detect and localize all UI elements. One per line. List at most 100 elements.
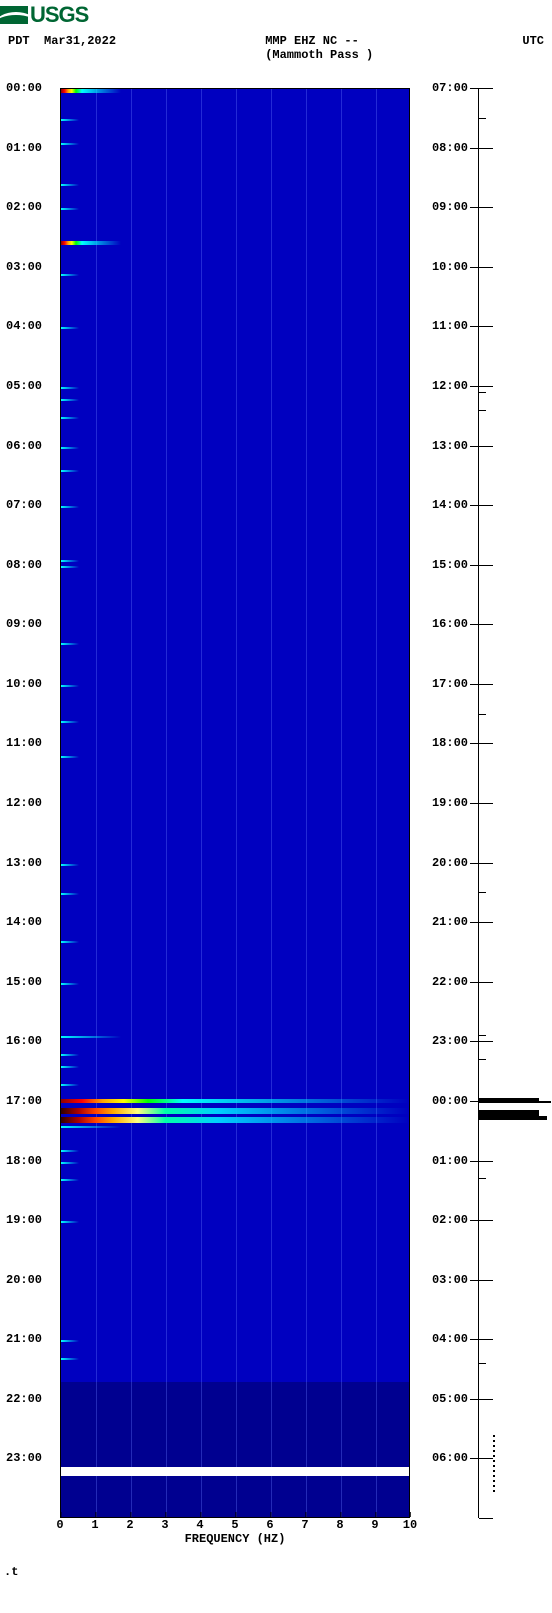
- right-tick-label: 05:00: [432, 1392, 468, 1406]
- right-tick-label: 12:00: [432, 379, 468, 393]
- seismic-event: [61, 1036, 121, 1038]
- right-tick-label: 16:00: [432, 617, 468, 631]
- left-tick-label: 17:00: [6, 1094, 42, 1108]
- seismic-event: [61, 241, 121, 245]
- seismic-event: [61, 399, 79, 401]
- seismic-event: [61, 1054, 79, 1056]
- seismic-event: [61, 941, 79, 943]
- left-tick-label: 00:00: [6, 81, 42, 95]
- right-tick-label: 21:00: [432, 915, 468, 929]
- right-tick-label: 04:00: [432, 1332, 468, 1346]
- trace-burst: [479, 1116, 547, 1120]
- seismic-event: [61, 1108, 409, 1114]
- left-tick-label: 03:00: [6, 260, 42, 274]
- x-tick-label: 10: [403, 1518, 417, 1532]
- seismic-event: [61, 1340, 79, 1342]
- seismic-event: [61, 983, 79, 985]
- x-tick-label: 8: [336, 1518, 343, 1532]
- left-tick-label: 07:00: [6, 498, 42, 512]
- left-tick-label: 22:00: [6, 1392, 42, 1406]
- seismic-event: [61, 864, 79, 866]
- right-tick-label: 03:00: [432, 1273, 468, 1287]
- x-tick-label: 0: [56, 1518, 63, 1532]
- seismic-event: [61, 274, 79, 276]
- right-tick-label: 00:00: [432, 1094, 468, 1108]
- left-tick-label: 14:00: [6, 915, 42, 929]
- x-tick-label: 5: [231, 1518, 238, 1532]
- right-tick-label: 22:00: [432, 975, 468, 989]
- right-tick-label: 15:00: [432, 558, 468, 572]
- seismic-event: [61, 1126, 121, 1128]
- left-tick-label: 10:00: [6, 677, 42, 691]
- left-tick-label: 02:00: [6, 200, 42, 214]
- seismic-event: [61, 1150, 79, 1152]
- x-tick-label: 4: [196, 1518, 203, 1532]
- right-tick-label: 01:00: [432, 1154, 468, 1168]
- right-tick-label: 08:00: [432, 141, 468, 155]
- seismic-event: [61, 1162, 79, 1164]
- seismic-event: [61, 566, 79, 568]
- seismic-event: [61, 506, 79, 508]
- data-gap: [61, 1467, 409, 1477]
- x-tick-label: 6: [266, 1518, 273, 1532]
- left-tick-label: 15:00: [6, 975, 42, 989]
- left-tick-label: 09:00: [6, 617, 42, 631]
- plot-area: 00:00 01:00 02:00 03:00 04:00 05:00 06:00 07:00…: [0, 68, 552, 1548]
- right-tick-label: 07:00: [432, 81, 468, 95]
- left-time-axis: 00:0001:0002:0003:0004:0005:0006:0007:00…: [0, 88, 58, 1518]
- left-tick-label: 21:00: [6, 1332, 42, 1346]
- truncation-mark: .t: [4, 1565, 18, 1579]
- seismic-event: [61, 208, 79, 210]
- amplitude-trace: [478, 88, 551, 1518]
- right-tick-label: 17:00: [432, 677, 468, 691]
- seismic-event: [61, 184, 79, 186]
- left-tick-label: 20:00: [6, 1273, 42, 1287]
- header-left: PDT Mar31,2022: [8, 34, 116, 62]
- right-tick-label: 09:00: [432, 200, 468, 214]
- seismic-event: [61, 756, 79, 758]
- right-tick-label: 02:00: [432, 1213, 468, 1227]
- logo-text: USGS: [30, 2, 88, 28]
- seismic-event: [61, 893, 79, 895]
- seismic-event: [61, 1066, 79, 1068]
- left-tick-label: 12:00: [6, 796, 42, 810]
- left-tick-label: 19:00: [6, 1213, 42, 1227]
- left-tick-label: 05:00: [6, 379, 42, 393]
- seismic-event: [61, 685, 79, 687]
- seismic-event: [61, 387, 79, 389]
- seismic-event: [61, 1179, 79, 1181]
- seismic-event: [61, 1084, 79, 1086]
- right-tick-label: 20:00: [432, 856, 468, 870]
- right-tick-label: 11:00: [432, 319, 468, 333]
- seismic-event: [61, 1099, 409, 1103]
- x-tick-label: 7: [301, 1518, 308, 1532]
- x-tick-label: 2: [126, 1518, 133, 1532]
- right-tick-label: 10:00: [432, 260, 468, 274]
- left-tick-label: 08:00: [6, 558, 42, 572]
- left-tick-label: 11:00: [6, 736, 42, 750]
- left-tick-label: 16:00: [6, 1034, 42, 1048]
- seismic-event: [61, 417, 79, 419]
- wave-icon: [0, 6, 28, 24]
- seismic-event: [61, 327, 79, 329]
- seismic-event: [61, 643, 79, 645]
- seismic-event: [61, 89, 121, 93]
- seismic-event: [61, 119, 79, 121]
- left-tick-label: 18:00: [6, 1154, 42, 1168]
- seismic-event: [61, 560, 79, 562]
- frequency-axis: FREQUENCY (HZ) 012345678910: [60, 1518, 410, 1548]
- seismic-event: [61, 143, 79, 145]
- right-tick-label: 23:00: [432, 1034, 468, 1048]
- plot-header: PDT Mar31,2022 MMP EHZ NC --(Mammoth Pas…: [0, 28, 552, 62]
- left-tick-label: 01:00: [6, 141, 42, 155]
- seismic-event: [61, 1117, 409, 1123]
- right-tick-label: 13:00: [432, 439, 468, 453]
- x-tick-label: 1: [91, 1518, 98, 1532]
- left-tick-label: 23:00: [6, 1451, 42, 1465]
- left-tick-label: 06:00: [6, 439, 42, 453]
- right-tick-label: 14:00: [432, 498, 468, 512]
- seismic-event: [61, 1358, 79, 1360]
- right-tick-label: 06:00: [432, 1451, 468, 1465]
- header-right: UTC: [522, 34, 544, 62]
- x-axis-label: FREQUENCY (HZ): [185, 1532, 286, 1546]
